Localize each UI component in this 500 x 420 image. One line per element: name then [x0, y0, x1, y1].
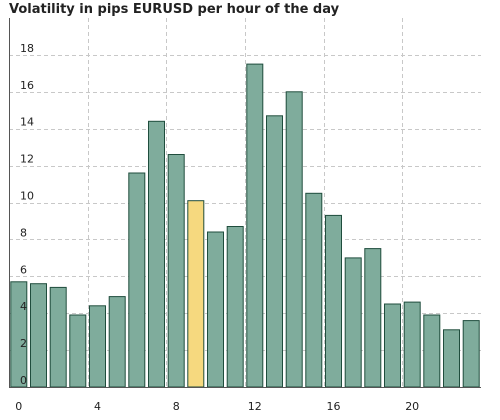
bar: [325, 214, 342, 388]
y-tick-label: 10: [20, 190, 34, 203]
chart-title: Volatility in pips EURUSD per hour of th…: [9, 2, 340, 17]
x-tick-label: 4: [94, 400, 101, 413]
bar: [285, 91, 303, 388]
x-tick-label: 0: [15, 400, 22, 413]
bar: [364, 248, 382, 388]
x-tick-label: 12: [248, 400, 262, 413]
bar: [344, 257, 362, 388]
axes: [9, 18, 481, 388]
bar: [226, 226, 244, 388]
y-tick-label: 2: [20, 337, 27, 350]
grid-lines: [9, 18, 481, 387]
y-tick-label: 4: [20, 300, 27, 313]
bar: [148, 120, 165, 388]
bar: [69, 314, 87, 388]
x-tick-label: 20: [405, 400, 419, 413]
bar: [108, 296, 126, 388]
bar: [167, 154, 185, 388]
bar: [30, 283, 47, 388]
bar: [423, 314, 441, 388]
x-tick-label: 16: [327, 400, 341, 413]
bar: [246, 63, 264, 388]
y-tick-labels: 0 2 4 6 8 10 12 14 16 18: [20, 42, 34, 387]
bar: [49, 286, 67, 388]
bar: [128, 172, 146, 388]
bar: [403, 301, 421, 388]
bar: [207, 231, 224, 388]
y-tick-label: 12: [20, 153, 34, 166]
bar-highlighted: [187, 200, 205, 388]
bar: [266, 115, 283, 388]
bar: [305, 192, 323, 388]
y-tick-label: 0: [20, 374, 27, 387]
y-tick-label: 14: [20, 116, 34, 129]
y-tick-label: 8: [20, 226, 27, 239]
y-tick-label: 18: [20, 42, 34, 55]
bar: [10, 281, 28, 388]
y-tick-label: 16: [20, 79, 34, 92]
x-tick-labels: 0 4 8 12 16 20: [15, 400, 419, 413]
bar: [443, 329, 460, 388]
bar: [462, 320, 480, 388]
x-tick-label: 8: [173, 400, 180, 413]
bar: [89, 305, 106, 388]
bar: [384, 303, 401, 388]
y-tick-label: 6: [20, 263, 27, 276]
bars: [10, 63, 480, 388]
